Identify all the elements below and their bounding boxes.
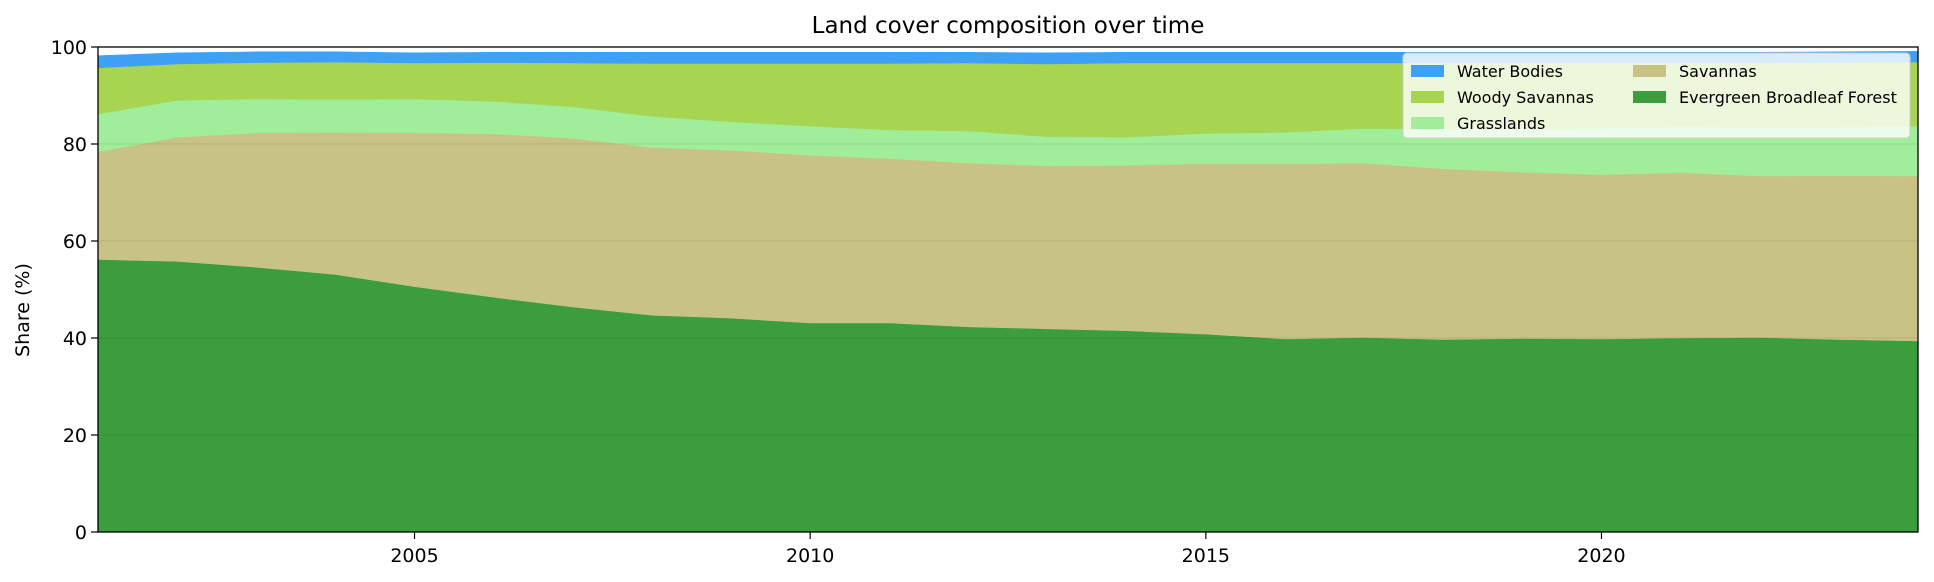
y-tick-label: 80 <box>63 134 87 156</box>
y-tick-label: 0 <box>75 522 87 544</box>
legend-swatch-water-bodies <box>1411 65 1444 77</box>
legend-label-grasslands: Grasslands <box>1457 114 1545 133</box>
x-tick-label: 2005 <box>390 545 438 567</box>
legend-swatch-savannas <box>1633 65 1666 77</box>
plot-frame <box>97 46 1919 533</box>
legend-swatch-grasslands <box>1411 117 1444 129</box>
y-tick-label: 20 <box>63 425 87 447</box>
legend-label-woody-savannas: Woody Savannas <box>1457 88 1594 107</box>
legend-swatch-woody-savannas <box>1411 91 1444 103</box>
x-tick-label: 2020 <box>1577 545 1625 567</box>
y-tick-label: 60 <box>63 231 87 253</box>
x-tick-label: 2010 <box>786 545 834 567</box>
legend: Water Bodies Savannas Woody Savannas Evergr… <box>1402 52 1911 139</box>
y-tick-label: 100 <box>51 37 87 59</box>
y-axis-label: Share (%) <box>12 263 34 357</box>
x-tick-label: 2015 <box>1182 545 1230 567</box>
legend-label-water-bodies: Water Bodies <box>1457 62 1563 81</box>
y-tick-label: 40 <box>63 328 87 350</box>
legend-label-evergreen-broadleaf-forest: Evergreen Broadleaf Forest <box>1679 88 1897 107</box>
legend-swatch-evergreen-broadleaf-forest <box>1633 91 1666 103</box>
legend-label-savannas: Savannas <box>1679 62 1757 81</box>
chart-title: Land cover composition over time <box>812 13 1205 39</box>
